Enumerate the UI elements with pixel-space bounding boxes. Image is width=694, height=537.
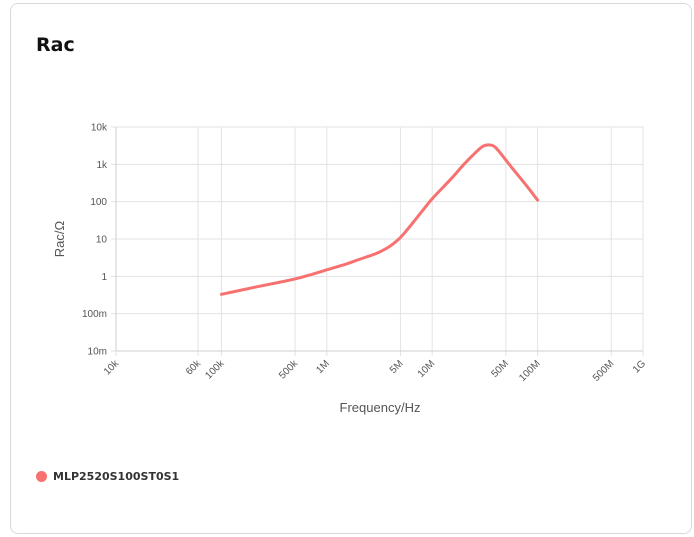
chart-card	[10, 3, 692, 534]
y-tick-label: 100	[90, 197, 107, 208]
chart-title: Rac	[36, 34, 75, 56]
x-tick-label: 1M	[314, 358, 332, 376]
x-tick-label: 500M	[591, 358, 616, 383]
legend-label: MLP2520S100ST0S1	[53, 470, 180, 483]
legend[interactable]: MLP2520S100ST0S1	[36, 470, 179, 483]
legend-marker	[36, 471, 47, 482]
x-tick-label: 10k	[102, 358, 122, 378]
x-tick-label: 50M	[489, 358, 511, 380]
x-tick-label: 100k	[203, 358, 227, 382]
y-tick-label: 10	[96, 235, 108, 246]
y-tick-label: 1	[101, 272, 107, 283]
grid-layer	[111, 126, 644, 356]
series-layer	[219, 143, 540, 296]
y-tick-label: 100m	[82, 309, 107, 320]
y-tick-label: 10m	[88, 347, 107, 358]
y-tick-label: 10k	[91, 123, 108, 134]
x-tick-label: 10M	[416, 358, 438, 380]
y-axis-title: Rac/Ω	[52, 220, 67, 257]
x-tick-label: 500k	[277, 358, 301, 382]
x-tick-label: 100M	[517, 358, 542, 383]
x-tick-label: 1G	[631, 358, 648, 375]
x-tick-label: 5M	[388, 358, 406, 376]
y-tick-label: 1k	[96, 160, 108, 171]
x-tick-label: 60k	[184, 358, 204, 378]
series-line[interactable]	[219, 143, 540, 296]
x-axis-title: Frequency/Hz	[340, 400, 421, 415]
